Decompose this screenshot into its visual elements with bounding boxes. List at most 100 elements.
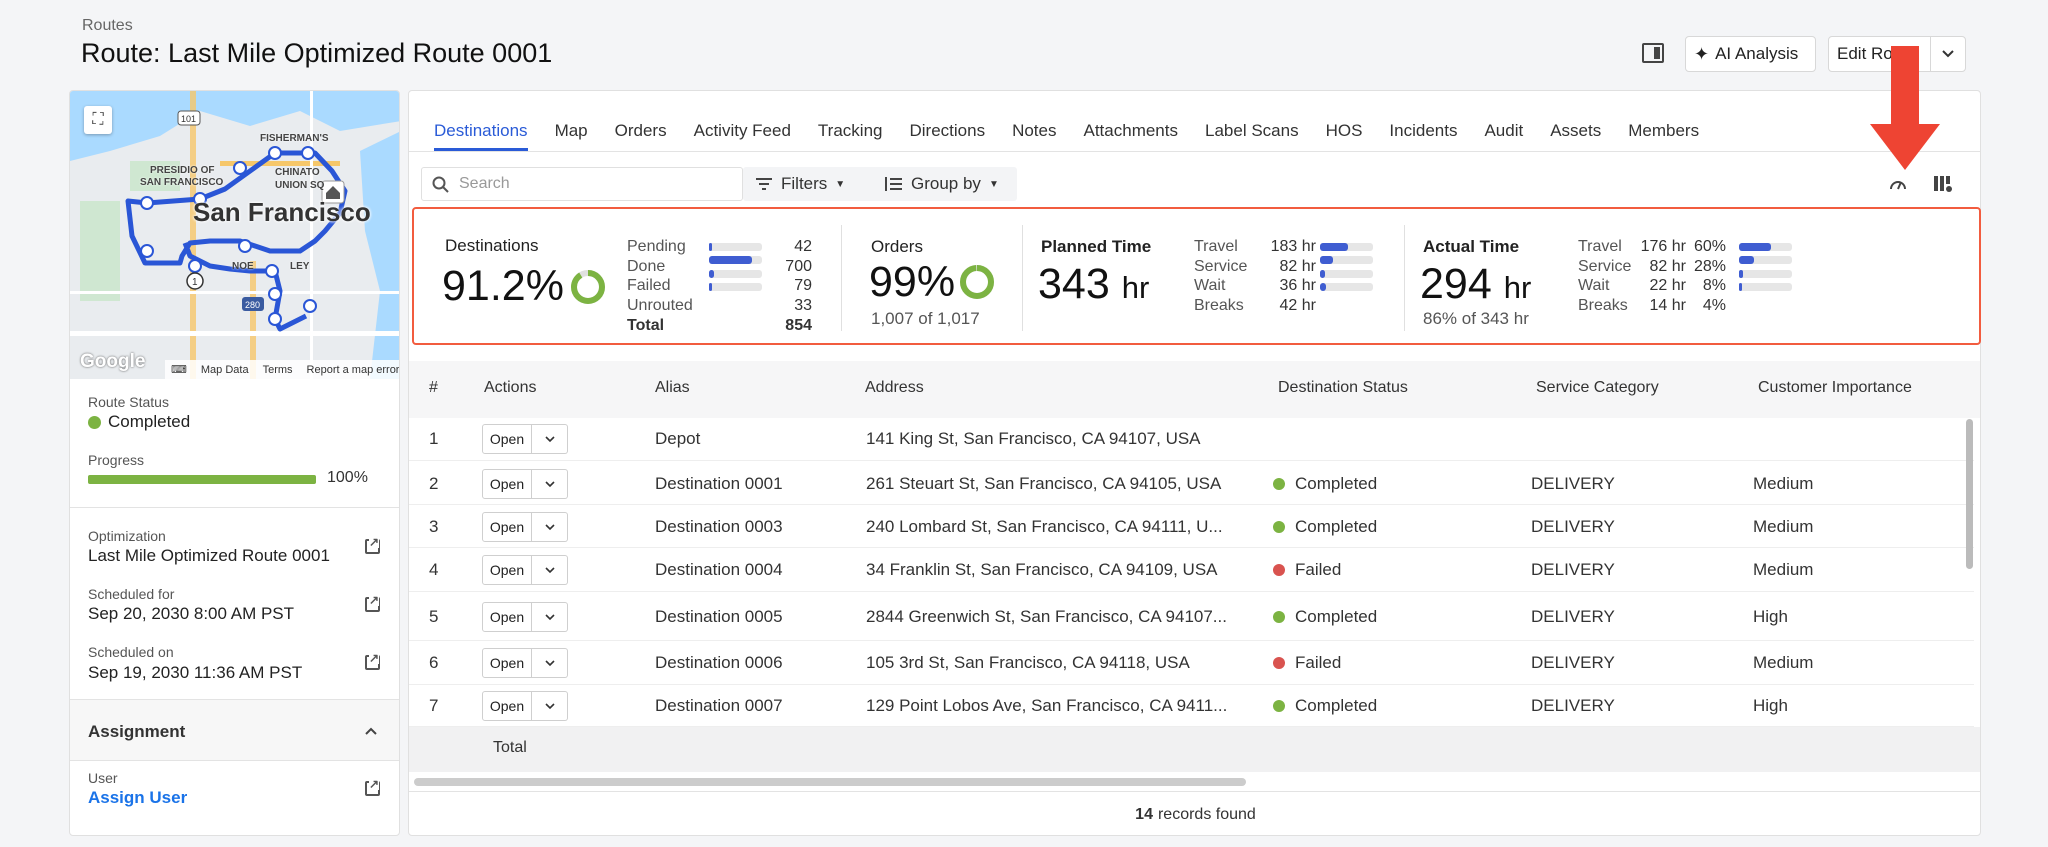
edit-route-menu-button[interactable]: [1930, 36, 1966, 72]
filters-button[interactable]: Filters ▼: [743, 167, 878, 201]
table-row[interactable]: 6 Open Destination 0006 105 3rd St, San Fra…: [409, 641, 1974, 685]
vertical-scrollbar[interactable]: [1966, 419, 1973, 569]
assignment-header[interactable]: Assignment: [70, 700, 399, 760]
tab-activity-feed[interactable]: Activity Feed: [693, 121, 791, 140]
table-row[interactable]: 2 Open Destination 0001 261 Steuart St, San…: [409, 463, 1974, 505]
progress-label: Progress: [88, 452, 145, 468]
external-link-icon[interactable]: [365, 652, 380, 670]
divider: [1022, 225, 1023, 331]
tab-map[interactable]: Map: [554, 121, 588, 140]
ai-analysis-label: AI Analysis: [1715, 44, 1799, 63]
external-link-icon[interactable]: [365, 778, 380, 796]
speedometer-icon[interactable]: [1889, 175, 1907, 193]
breakdown-value: 79: [794, 277, 812, 294]
terms-link[interactable]: Terms: [262, 363, 293, 376]
assign-user-link[interactable]: Assign User: [88, 788, 188, 807]
col-service-category[interactable]: Service Category: [1536, 379, 1659, 396]
open-button[interactable]: Open: [482, 424, 532, 454]
breakdown-bar: [709, 283, 762, 291]
actual-time-value: 294 hr: [1420, 260, 1531, 309]
column-settings-icon[interactable]: [1933, 175, 1953, 193]
open-menu-button[interactable]: [532, 512, 568, 542]
optimization-value: Last Mile Optimized Route 0001: [88, 546, 330, 565]
chevron-up-icon[interactable]: [364, 726, 378, 736]
breakdown-bar: [1320, 242, 1373, 251]
actual-sub: 86% of 343 hr: [1423, 309, 1529, 328]
tab-notes[interactable]: Notes: [1012, 121, 1057, 140]
open-button[interactable]: Open: [482, 555, 532, 585]
table-row[interactable]: 3 Open Destination 0003 240 Lombard St, San…: [409, 506, 1974, 548]
row-alias: Destination 0007: [655, 696, 783, 715]
breakdown-bar: [709, 269, 762, 278]
breakdown-value: 42: [794, 238, 812, 255]
horizontal-scrollbar[interactable]: [414, 778, 1246, 786]
tab-directions[interactable]: Directions: [909, 121, 986, 140]
route-status-value: Completed: [108, 412, 191, 431]
col-address[interactable]: Address: [865, 379, 924, 396]
open-menu-button[interactable]: [532, 555, 568, 585]
tab-audit[interactable]: Audit: [1484, 121, 1524, 140]
tab-assets[interactable]: Assets: [1550, 121, 1602, 140]
external-link-icon[interactable]: [365, 594, 380, 612]
open-button[interactable]: Open: [482, 691, 532, 721]
actual-value: 294: [1420, 260, 1492, 308]
open-menu-button[interactable]: [532, 469, 568, 499]
tab-members[interactable]: Members: [1628, 121, 1700, 140]
col-customer-importance[interactable]: Customer Importance: [1758, 379, 1912, 396]
breakdown-bar: [1320, 283, 1373, 291]
row-customer-importance: Medium: [1753, 560, 1814, 579]
breakdown-labels: Pending Done Failed Unrouted: [627, 237, 693, 315]
row-customer-importance: High: [1753, 607, 1788, 626]
orders-ring: [960, 265, 994, 299]
col-destination-status[interactable]: Destination Status: [1278, 379, 1408, 396]
open-menu-button[interactable]: [532, 691, 568, 721]
fullscreen-icon[interactable]: ⛶: [84, 106, 112, 134]
open-menu-button[interactable]: [532, 648, 568, 678]
breakdown-label: Breaks: [1578, 296, 1628, 314]
open-menu-button[interactable]: [532, 424, 568, 454]
open-button[interactable]: Open: [482, 602, 532, 632]
table-row[interactable]: 5 Open Destination 0005 2844 Greenwich St, …: [409, 593, 1974, 641]
actual-time-title: Actual Time: [1423, 237, 1520, 256]
status-dot: [1273, 478, 1285, 490]
route-map[interactable]: 1 101 280 ⛶ FISHERMAN'S PRESIDIO OF SAN …: [70, 91, 400, 379]
caret-down-icon: ▼: [835, 178, 846, 190]
breakdown-value: 8%: [1702, 277, 1726, 294]
status-badge: Failed: [1273, 560, 1341, 580]
breakdown-value: 28%: [1693, 257, 1726, 275]
breadcrumb[interactable]: Routes: [82, 17, 133, 34]
open-button[interactable]: Open: [482, 469, 532, 499]
breakdown-value: 700: [785, 257, 812, 275]
map-label: FISHERMAN'S: [260, 133, 329, 144]
map-data-link[interactable]: Map Data: [200, 363, 249, 376]
col-number[interactable]: #: [429, 379, 438, 396]
tab-destinations[interactable]: Destinations: [434, 121, 528, 140]
col-alias[interactable]: Alias: [655, 379, 690, 396]
tab-incidents[interactable]: Incidents: [1389, 121, 1458, 140]
map-label: SAN FRANCISCO: [140, 177, 224, 188]
report-error-link[interactable]: Report a map error: [306, 363, 400, 376]
tab-attachments[interactable]: Attachments: [1083, 121, 1179, 140]
status-dot: [1273, 564, 1285, 576]
destinations-breakdown: Pending Done Failed Unrouted: [627, 237, 693, 315]
status-dot: [1273, 611, 1285, 623]
open-menu-button[interactable]: [532, 602, 568, 632]
chevron-down-icon: [544, 660, 555, 667]
keyboard-icon[interactable]: ⌨: [171, 364, 187, 376]
toggle-panel-icon[interactable]: [1642, 43, 1664, 63]
ai-analysis-button[interactable]: ✦ AI Analysis: [1685, 36, 1816, 72]
open-button[interactable]: Open: [482, 512, 532, 542]
table-row[interactable]: 7 Open Destination 0007 129 Point Lobos Ave…: [409, 685, 1974, 727]
group-by-button[interactable]: Group by ▼: [873, 167, 1017, 201]
open-button[interactable]: Open: [482, 648, 532, 678]
tab-tracking[interactable]: Tracking: [817, 121, 883, 140]
breakdown-label: Wait: [1194, 277, 1226, 294]
table-row[interactable]: 4 Open Destination 0004 34 Franklin St, San…: [409, 548, 1974, 592]
tab-orders[interactable]: Orders: [614, 121, 667, 140]
col-actions[interactable]: Actions: [484, 379, 537, 396]
search-input[interactable]: Search: [421, 167, 743, 201]
tab-hos[interactable]: HOS: [1325, 121, 1363, 140]
tab-label-scans[interactable]: Label Scans: [1205, 121, 1299, 140]
table-row[interactable]: 1 Open Depot 141 King St, San Francisco, CA…: [409, 417, 1974, 461]
external-link-icon[interactable]: [365, 536, 380, 554]
